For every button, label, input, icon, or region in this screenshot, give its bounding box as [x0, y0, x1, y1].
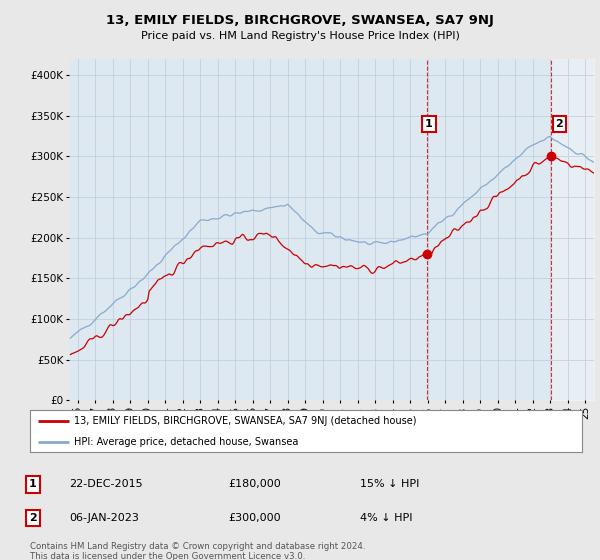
Text: 1: 1	[425, 119, 433, 129]
Text: 06-JAN-2023: 06-JAN-2023	[69, 513, 139, 523]
Text: 4% ↓ HPI: 4% ↓ HPI	[360, 513, 413, 523]
Text: 2: 2	[556, 119, 563, 129]
Text: 1: 1	[29, 479, 37, 489]
Text: 13, EMILY FIELDS, BIRCHGROVE, SWANSEA, SA7 9NJ (detached house): 13, EMILY FIELDS, BIRCHGROVE, SWANSEA, S…	[74, 416, 416, 426]
Text: Price paid vs. HM Land Registry's House Price Index (HPI): Price paid vs. HM Land Registry's House …	[140, 31, 460, 41]
Text: £300,000: £300,000	[228, 513, 281, 523]
Text: 2: 2	[29, 513, 37, 523]
Text: HPI: Average price, detached house, Swansea: HPI: Average price, detached house, Swan…	[74, 437, 299, 447]
Text: £180,000: £180,000	[228, 479, 281, 489]
Text: 22-DEC-2015: 22-DEC-2015	[69, 479, 143, 489]
Text: 13, EMILY FIELDS, BIRCHGROVE, SWANSEA, SA7 9NJ: 13, EMILY FIELDS, BIRCHGROVE, SWANSEA, S…	[106, 14, 494, 27]
Text: 15% ↓ HPI: 15% ↓ HPI	[360, 479, 419, 489]
Text: Contains HM Land Registry data © Crown copyright and database right 2024.
This d: Contains HM Land Registry data © Crown c…	[30, 542, 365, 560]
